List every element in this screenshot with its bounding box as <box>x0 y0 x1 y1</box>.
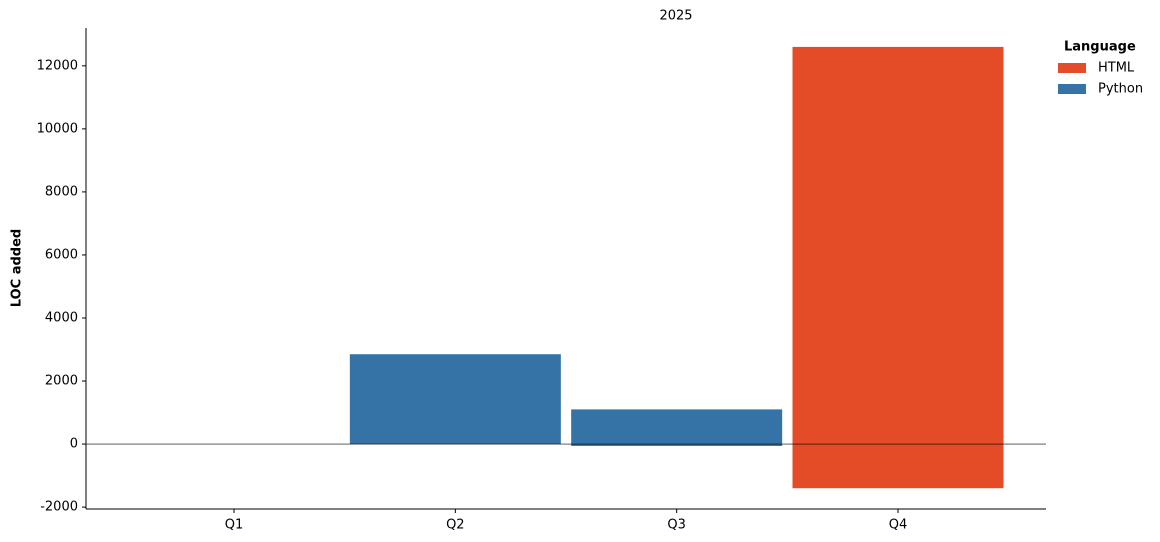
y-tick-label: 2000 <box>45 374 78 389</box>
y-tick-label: 12000 <box>37 58 78 73</box>
bar <box>792 46 1004 489</box>
y-tick-label: 8000 <box>45 184 78 199</box>
legend-swatch <box>1058 63 1086 73</box>
chart-title: 2025 <box>659 9 692 24</box>
bar <box>571 409 783 446</box>
y-tick-label: 10000 <box>37 121 78 136</box>
y-tick-label: 4000 <box>45 310 78 325</box>
x-tick-label: Q1 <box>225 518 244 533</box>
x-tick-label: Q3 <box>667 518 686 533</box>
y-tick-label: -2000 <box>40 500 78 515</box>
y-tick-label: 6000 <box>45 247 78 262</box>
x-tick-label: Q4 <box>889 518 908 533</box>
legend-label: Python <box>1098 82 1143 97</box>
bar <box>349 354 561 445</box>
legend-title: Language <box>1064 40 1136 55</box>
legend-swatch <box>1058 84 1086 94</box>
y-tick-label: 0 <box>70 437 78 452</box>
y-axis-label: LOC added <box>10 229 25 307</box>
x-tick-label: Q2 <box>446 518 465 533</box>
legend-label: HTML <box>1098 61 1135 76</box>
